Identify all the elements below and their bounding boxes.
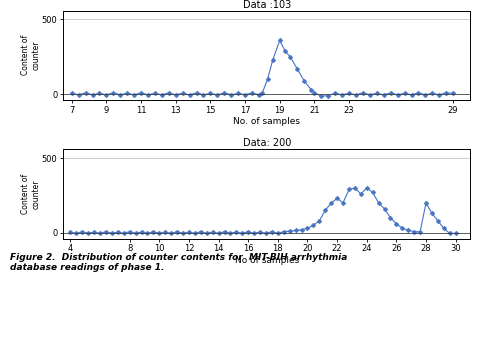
X-axis label: No of samples: No of samples (234, 256, 298, 265)
Y-axis label: Content of
counter: Content of counter (21, 174, 40, 214)
Y-axis label: Content of
counter: Content of counter (21, 35, 40, 75)
Title: Data :103: Data :103 (242, 0, 290, 10)
Text: Figure 2.  Distribution of counter contents for  MIT-BIH arrhythmia
database rea: Figure 2. Distribution of counter conten… (10, 253, 347, 272)
X-axis label: No. of samples: No. of samples (233, 117, 300, 126)
Title: Data: 200: Data: 200 (242, 138, 290, 148)
